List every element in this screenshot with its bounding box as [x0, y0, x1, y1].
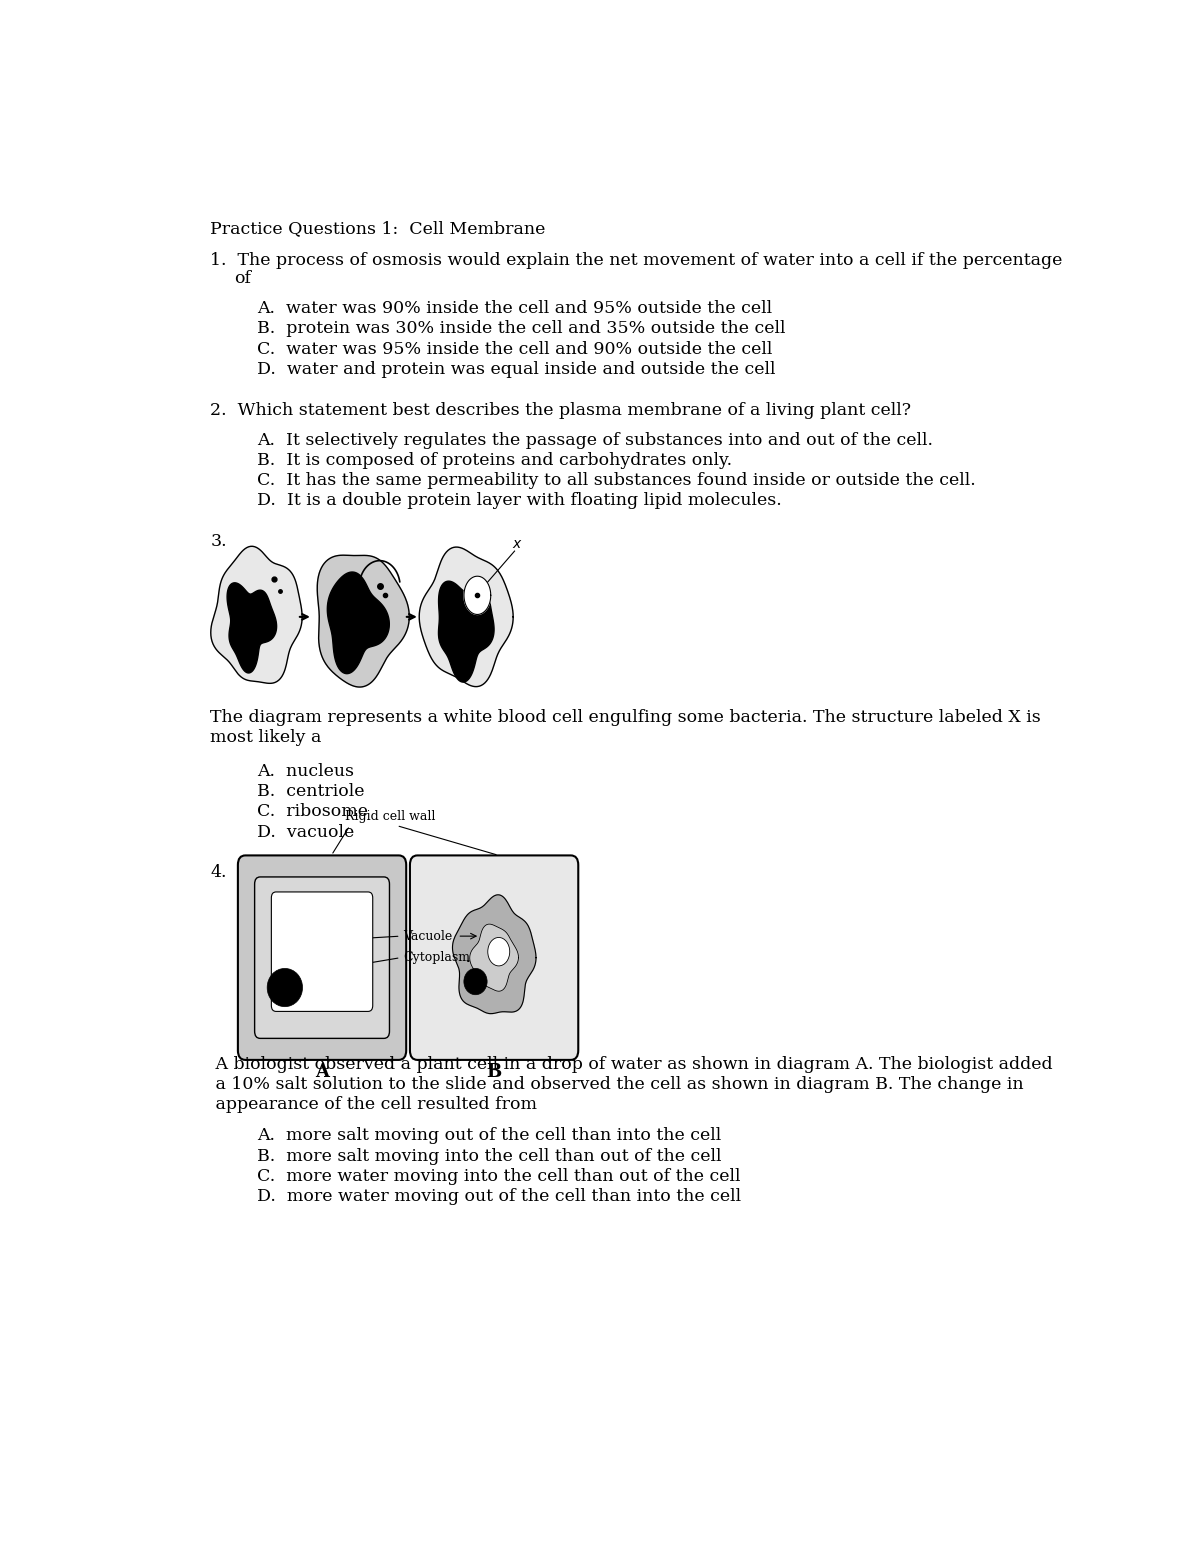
Polygon shape: [438, 581, 494, 682]
Polygon shape: [211, 547, 302, 683]
Text: D.  water and protein was equal inside and outside the cell: D. water and protein was equal inside an…: [257, 360, 775, 377]
Text: 1.  The process of osmosis would explain the net movement of water into a cell i: 1. The process of osmosis would explain …: [210, 252, 1063, 269]
Text: C.  ribosome: C. ribosome: [257, 803, 368, 820]
Ellipse shape: [464, 969, 487, 995]
Polygon shape: [227, 582, 277, 672]
FancyBboxPatch shape: [410, 856, 578, 1059]
Ellipse shape: [487, 938, 510, 966]
Text: C.  It has the same permeability to all substances found inside or outside the c: C. It has the same permeability to all s…: [257, 472, 976, 489]
Polygon shape: [317, 554, 409, 686]
Text: A.  nucleus: A. nucleus: [257, 763, 354, 780]
Text: most likely a: most likely a: [210, 730, 322, 747]
Text: C.  more water moving into the cell than out of the cell: C. more water moving into the cell than …: [257, 1168, 740, 1185]
Text: 4.: 4.: [210, 865, 227, 882]
Text: 3.: 3.: [210, 533, 227, 550]
Ellipse shape: [268, 969, 302, 1006]
Text: Rigid cell wall: Rigid cell wall: [346, 809, 436, 823]
Text: Vacuole: Vacuole: [403, 930, 452, 943]
Text: Cytoplasm: Cytoplasm: [403, 950, 470, 964]
Text: D.  vacuole: D. vacuole: [257, 823, 354, 840]
Text: B.  protein was 30% inside the cell and 35% outside the cell: B. protein was 30% inside the cell and 3…: [257, 320, 786, 337]
FancyBboxPatch shape: [238, 856, 407, 1059]
Text: B: B: [486, 1062, 502, 1081]
FancyBboxPatch shape: [271, 891, 373, 1011]
Text: B.  more salt moving into the cell than out of the cell: B. more salt moving into the cell than o…: [257, 1148, 721, 1165]
Text: D.  It is a double protein layer with floating lipid molecules.: D. It is a double protein layer with flo…: [257, 492, 781, 509]
Text: 2.  Which statement best describes the plasma membrane of a living plant cell?: 2. Which statement best describes the pl…: [210, 402, 912, 419]
Text: appearance of the cell resulted from: appearance of the cell resulted from: [210, 1096, 538, 1114]
Polygon shape: [464, 576, 491, 615]
Polygon shape: [328, 572, 389, 674]
Text: D.  more water moving out of the cell than into the cell: D. more water moving out of the cell tha…: [257, 1188, 742, 1205]
Text: C.  water was 95% inside the cell and 90% outside the cell: C. water was 95% inside the cell and 90%…: [257, 340, 773, 357]
Polygon shape: [419, 547, 514, 686]
Text: B.  centriole: B. centriole: [257, 783, 365, 800]
Text: Practice Questions 1:  Cell Membrane: Practice Questions 1: Cell Membrane: [210, 221, 546, 238]
Text: A biologist observed a plant cell in a drop of water as shown in diagram A. The : A biologist observed a plant cell in a d…: [210, 1056, 1054, 1073]
Text: of: of: [234, 270, 251, 287]
Text: The diagram represents a white blood cell engulfing some bacteria. The structure: The diagram represents a white blood cel…: [210, 708, 1042, 725]
Polygon shape: [452, 895, 536, 1014]
Text: A.  water was 90% inside the cell and 95% outside the cell: A. water was 90% inside the cell and 95%…: [257, 300, 772, 317]
FancyBboxPatch shape: [254, 877, 390, 1039]
Text: B.  It is composed of proteins and carbohydrates only.: B. It is composed of proteins and carboh…: [257, 452, 732, 469]
Text: A.  It selectively regulates the passage of substances into and out of the cell.: A. It selectively regulates the passage …: [257, 432, 932, 449]
Text: a 10% salt solution to the slide and observed the cell as shown in diagram B. Th: a 10% salt solution to the slide and obs…: [210, 1076, 1024, 1093]
Text: A.  more salt moving out of the cell than into the cell: A. more salt moving out of the cell than…: [257, 1127, 721, 1145]
Text: A: A: [316, 1062, 329, 1081]
Text: x: x: [512, 537, 521, 551]
Polygon shape: [469, 924, 518, 991]
